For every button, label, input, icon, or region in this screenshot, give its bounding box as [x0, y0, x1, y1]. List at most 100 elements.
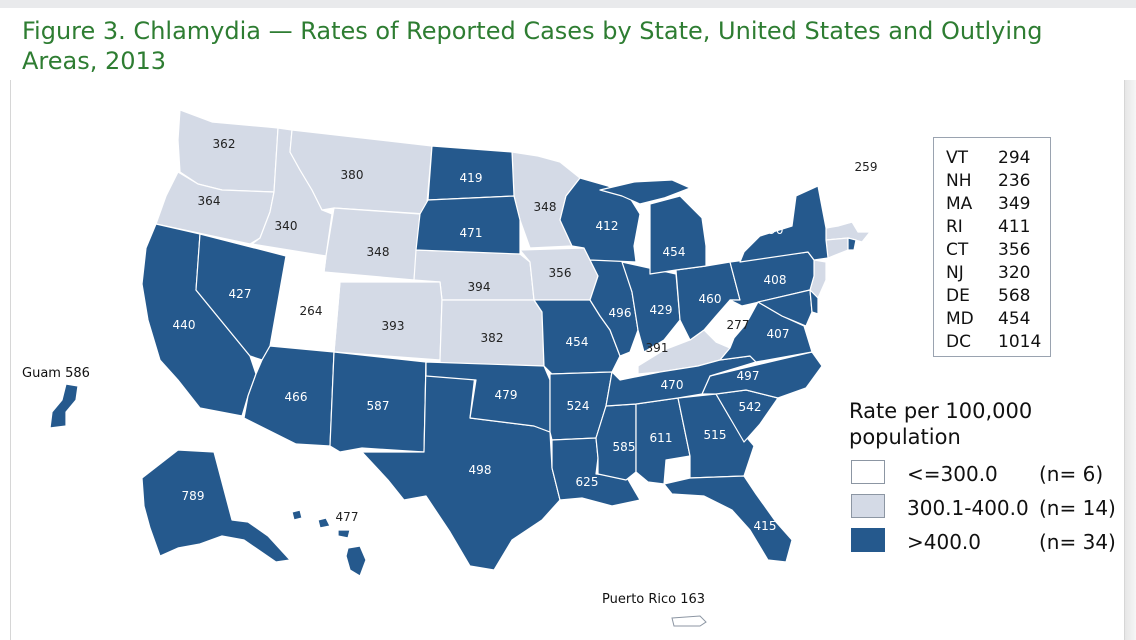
legend-count: (n= 34): [1039, 530, 1116, 554]
frame-right-border: [1124, 80, 1125, 640]
small-state-row: DC 1014: [944, 332, 1044, 354]
state-abbr: MD: [946, 309, 974, 329]
state-label-MS: 585: [613, 440, 636, 454]
state-NC: [701, 351, 823, 399]
state-abbr: RI: [946, 217, 963, 237]
state-label-AL: 611: [650, 431, 673, 445]
small-state-row: VT 294: [944, 148, 1044, 170]
state-DE: [809, 289, 819, 315]
state-CT: [825, 237, 849, 259]
state-label-MO: 454: [566, 335, 589, 349]
state-MI-upper: [599, 179, 691, 205]
state-label-OH: 460: [699, 292, 722, 306]
legend-item-low: <=300.0 (n= 6): [851, 460, 1121, 488]
state-label-TN: 470: [661, 378, 684, 392]
state-label-TX: 498: [469, 463, 492, 477]
state-label-NE: 394: [468, 280, 491, 294]
state-rate: 320: [998, 263, 1031, 283]
legend-title: Rate per 100,000 population: [849, 399, 1033, 449]
state-abbr: NJ: [946, 263, 964, 283]
state-label-MI: 454: [663, 245, 686, 259]
state-label-AZ: 466: [285, 390, 308, 404]
state-value-labels: 362 364 340 380 348 419 471 348 394 356 393 382 264 4…: [173, 137, 878, 533]
guam-label: Guam 586: [22, 366, 90, 381]
state-label-WA: 362: [213, 137, 236, 151]
state-abbr: DC: [946, 332, 971, 352]
state-AK: [141, 449, 291, 563]
state-MI: [649, 195, 707, 275]
state-rate: 236: [998, 171, 1031, 191]
state-label-SC: 542: [739, 400, 762, 414]
state-label-MN: 348: [534, 200, 557, 214]
legend-count: (n= 14): [1039, 496, 1116, 520]
state-label-IL: 496: [609, 306, 632, 320]
state-label-NM: 587: [367, 399, 390, 413]
small-state-row: CT 356: [944, 240, 1044, 262]
legend-item-high: >400.0 (n= 34): [851, 528, 1121, 556]
state-MD: [757, 289, 813, 327]
state-label-NY: 490: [761, 223, 784, 237]
state-rate: 356: [998, 240, 1031, 260]
small-state-row: RI 411: [944, 217, 1044, 239]
state-SD: [415, 195, 521, 255]
state-rate: 454: [998, 309, 1031, 329]
state-OK: [425, 361, 551, 433]
state-label-ID: 340: [275, 219, 298, 233]
state-abbr: CT: [946, 240, 969, 260]
legend-range: >400.0: [907, 530, 982, 554]
state-label-KS: 382: [481, 331, 504, 345]
frame-shadow: [1125, 80, 1136, 640]
small-state-row: MD 454: [944, 309, 1044, 331]
guam-shape: [49, 383, 79, 429]
state-label-CO: 393: [382, 319, 405, 333]
state-label-GA: 515: [704, 428, 727, 442]
state-label-AR: 524: [567, 399, 590, 413]
state-rate: 1014: [998, 332, 1042, 352]
state-label-ME: 259: [855, 160, 878, 174]
state-WA: [177, 109, 279, 193]
state-TN: [605, 355, 757, 407]
state-RI: [847, 237, 857, 251]
state-label-UT: 264: [300, 304, 323, 318]
state-rate: 568: [998, 286, 1031, 306]
state-label-NV: 427: [229, 287, 252, 301]
legend-item-mid: 300.1-400.0 (n= 14): [851, 494, 1121, 522]
state-rate: 294: [998, 148, 1031, 168]
frame-left-border: [10, 80, 11, 640]
puerto-rico-shape: [671, 615, 707, 627]
state-label-ND: 419: [460, 171, 483, 185]
puerto-rico-label: Puerto Rico 163: [602, 592, 706, 607]
small-states-table: VT 294 NH 236 MA 349 RI 411 CT 356 NJ 320 DE 56…: [933, 137, 1051, 357]
state-label-KY: 391: [646, 341, 669, 355]
state-label-LA: 625: [576, 475, 599, 489]
figure-title: Figure 3. Chlamydia — Rates of Reported …: [22, 17, 1043, 75]
state-label-FL: 415: [754, 519, 777, 533]
state-label-IA: 356: [549, 266, 572, 280]
legend-count: (n= 6): [1039, 462, 1104, 486]
state-FL: [663, 475, 793, 563]
small-state-row: DE 568: [944, 286, 1044, 308]
state-label-NC: 497: [737, 369, 760, 383]
state-rate: 411: [998, 217, 1031, 237]
state-label-OK: 479: [495, 388, 518, 402]
state-WY: [323, 207, 421, 281]
state-label-AK: 789: [182, 489, 205, 503]
legend-swatch: [851, 460, 885, 484]
state-OH: [675, 261, 741, 341]
legend-swatch: [851, 528, 885, 552]
small-state-row: NH 236: [944, 171, 1044, 193]
small-state-row: NJ 320: [944, 263, 1044, 285]
state-rate: 349: [998, 194, 1031, 214]
state-label-PA: 408: [764, 273, 787, 287]
state-label-MT: 380: [341, 168, 364, 182]
state-label-WI: 412: [596, 219, 619, 233]
state-label-OR: 364: [198, 194, 221, 208]
legend-swatch: [851, 494, 885, 518]
state-abbr: DE: [946, 286, 970, 306]
window-top-bar: [0, 0, 1136, 8]
state-abbr: NH: [946, 171, 972, 191]
legend-range: 300.1-400.0: [907, 496, 1029, 520]
state-abbr: VT: [946, 148, 969, 168]
state-WI: [559, 177, 641, 263]
